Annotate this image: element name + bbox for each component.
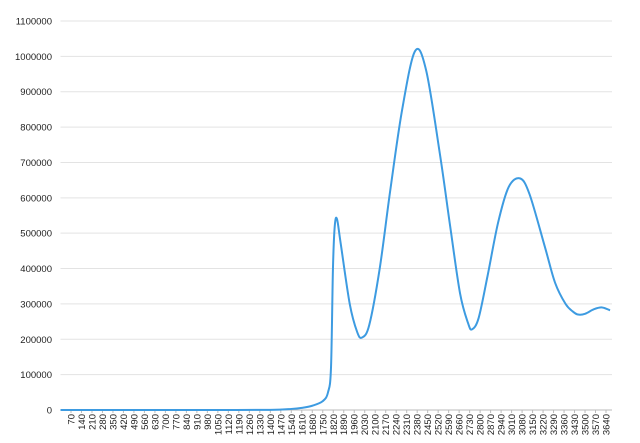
- x-tick-label: 1050: [213, 414, 224, 435]
- x-tick-label: 3150: [528, 414, 539, 435]
- x-tick-label: 490: [129, 414, 140, 430]
- x-tick-label: 3570: [591, 414, 602, 435]
- x-tick-label: 70: [66, 414, 77, 425]
- x-tick-label: 2520: [434, 414, 445, 435]
- y-tick-label: 1000000: [15, 52, 52, 63]
- x-tick-label: 1680: [308, 414, 319, 435]
- x-tick-label: 420: [119, 414, 130, 430]
- y-tick-label: 900000: [20, 87, 52, 98]
- y-tick-label: 200000: [20, 335, 52, 346]
- y-tick-label: 1100000: [16, 17, 52, 28]
- x-tick-label: 1540: [287, 414, 298, 435]
- x-tick-label: 1260: [245, 414, 256, 435]
- y-tick-label: 100000: [20, 370, 52, 381]
- x-tick-label: 2100: [371, 414, 382, 435]
- x-tick-label: 2940: [497, 414, 508, 435]
- x-tick-label: 2170: [381, 414, 392, 435]
- x-tick-label: 1330: [255, 414, 266, 435]
- x-tick-label: 3080: [518, 414, 529, 435]
- x-tick-label: 140: [77, 414, 88, 430]
- x-tick-label: 1400: [266, 414, 277, 435]
- x-tick-label: 1960: [350, 414, 361, 435]
- x-tick-label: 3430: [570, 414, 581, 435]
- x-tick-label: 1750: [318, 414, 329, 435]
- y-tick-label: 300000: [20, 299, 52, 310]
- y-tick-label: 600000: [20, 193, 52, 204]
- data-line: [60, 47, 611, 412]
- x-tick-label: 2870: [486, 414, 497, 435]
- y-tick-label: 0: [47, 406, 52, 417]
- x-tick-label: 1610: [297, 414, 308, 435]
- x-tick-label: 1890: [339, 414, 350, 435]
- x-tick-label: 3500: [581, 414, 592, 435]
- x-tick-label: 1120: [224, 414, 235, 434]
- x-tick-label: 560: [140, 414, 151, 430]
- x-tick-label: 910: [192, 414, 203, 430]
- x-tick-label: 3010: [507, 414, 518, 435]
- x-tick-label: 2590: [444, 414, 455, 435]
- x-tick-label: 210: [87, 414, 98, 430]
- x-tick-label: 3360: [560, 414, 571, 435]
- x-tick-label: 700: [161, 414, 172, 430]
- x-tick-label: 1190: [234, 414, 245, 434]
- x-tick-label: 3220: [539, 414, 550, 435]
- x-tick-label: 770: [171, 414, 182, 430]
- x-tick-label: 2240: [392, 414, 403, 435]
- x-tick-label: 630: [150, 414, 161, 430]
- x-tick-label: 3290: [549, 414, 560, 435]
- x-tick-label: 2660: [455, 414, 466, 435]
- x-tick-label: 1820: [329, 414, 340, 435]
- x-tick-label: 2310: [402, 414, 413, 435]
- y-tick-label: 400000: [20, 264, 52, 275]
- y-tick-label: 700000: [20, 158, 52, 169]
- x-tick-label: 840: [182, 414, 193, 430]
- x-tick-label: 980: [203, 414, 214, 430]
- y-tick-label: 800000: [20, 123, 52, 134]
- x-tick-label: 2730: [465, 414, 476, 435]
- x-tick-label: 2030: [360, 414, 371, 435]
- x-tick-label: 3640: [602, 414, 613, 435]
- x-tick-label: 280: [98, 414, 109, 430]
- x-tick-label: 2380: [413, 414, 424, 435]
- x-tick-label: 1470: [276, 414, 287, 435]
- x-tick-label: 2450: [423, 414, 434, 435]
- y-tick-label: 500000: [20, 229, 52, 240]
- x-tick-label: 350: [108, 414, 119, 430]
- x-tick-label: 2800: [476, 414, 487, 435]
